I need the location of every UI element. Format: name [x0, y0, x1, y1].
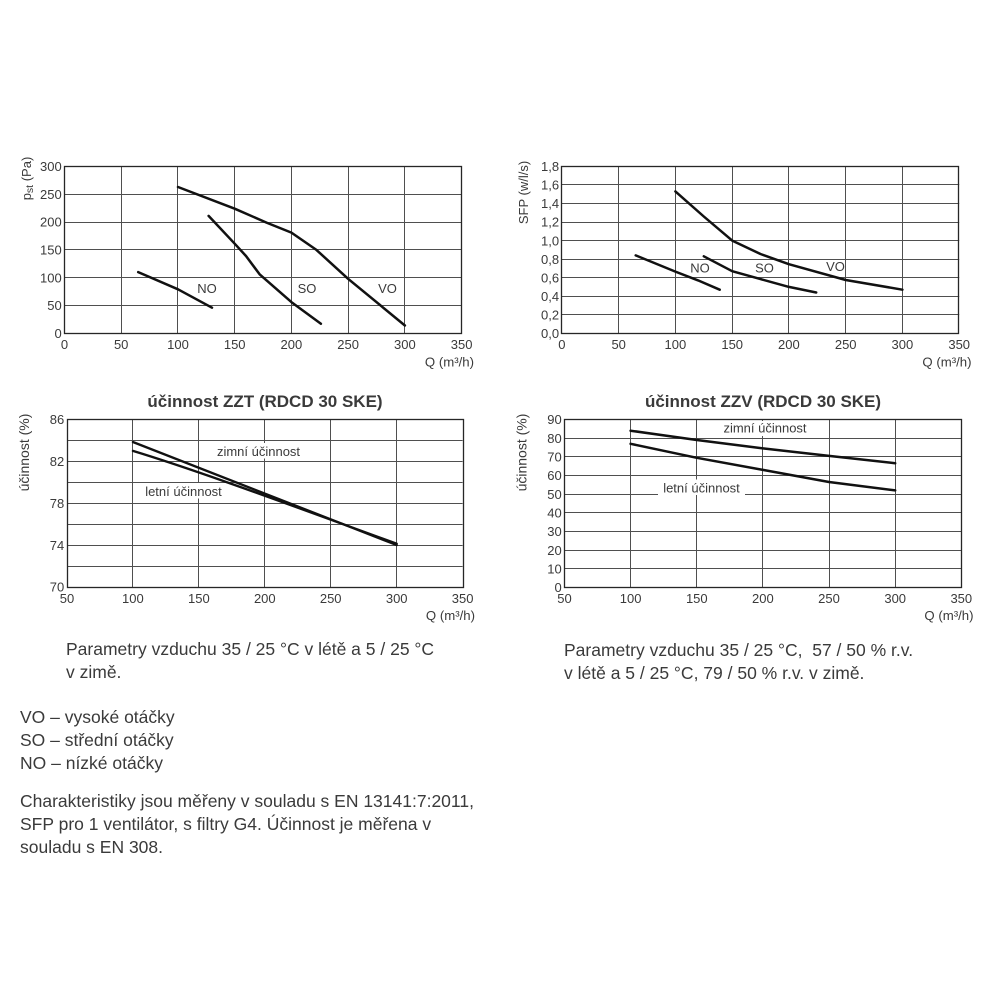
svg-text:1,0: 1,0: [541, 233, 559, 248]
svg-text:50: 50: [114, 337, 128, 352]
svg-text:VO: VO: [378, 281, 397, 296]
svg-text:letní účinnost: letní účinnost: [663, 481, 740, 496]
svg-text:100: 100: [167, 337, 189, 352]
svg-text:150: 150: [686, 591, 708, 606]
svg-text:50: 50: [47, 298, 61, 313]
svg-text:20: 20: [547, 543, 561, 558]
svg-text:Q (m³/h): Q (m³/h): [425, 355, 474, 370]
svg-text:SFP (w/l/s): SFP (w/l/s): [516, 161, 531, 224]
svg-text:86: 86: [50, 412, 64, 427]
svg-text:70: 70: [50, 580, 64, 595]
svg-text:300: 300: [884, 591, 906, 606]
svg-text:1,4: 1,4: [541, 196, 559, 211]
svg-text:30: 30: [547, 524, 561, 539]
svg-text:200: 200: [40, 215, 62, 230]
svg-text:250: 250: [337, 337, 359, 352]
svg-text:VO: VO: [826, 259, 845, 274]
svg-text:350: 350: [950, 591, 972, 606]
svg-text:82: 82: [50, 454, 64, 469]
svg-text:1,8: 1,8: [541, 159, 559, 174]
svg-text:78: 78: [50, 496, 64, 511]
svg-text:0: 0: [54, 326, 61, 341]
svg-text:0,4: 0,4: [541, 289, 559, 304]
svg-text:Q (m³/h): Q (m³/h): [426, 608, 475, 623]
svg-text:100: 100: [122, 591, 144, 606]
svg-text:150: 150: [40, 243, 62, 258]
svg-text:70: 70: [547, 450, 561, 465]
svg-text:0,0: 0,0: [541, 326, 559, 341]
svg-text:40: 40: [547, 506, 561, 521]
svg-text:250: 250: [40, 187, 62, 202]
svg-text:0,6: 0,6: [541, 270, 559, 285]
svg-text:200: 200: [254, 591, 276, 606]
svg-text:200: 200: [752, 591, 774, 606]
svg-text:NO: NO: [197, 281, 217, 296]
svg-text:100: 100: [40, 270, 62, 285]
svg-text:300: 300: [394, 337, 416, 352]
svg-text:80: 80: [547, 431, 561, 446]
svg-text:50: 50: [557, 591, 571, 606]
svg-text:350: 350: [948, 337, 970, 352]
svg-text:250: 250: [835, 337, 857, 352]
svg-text:0: 0: [554, 580, 561, 595]
svg-text:Q (m³/h): Q (m³/h): [922, 355, 971, 370]
svg-text:50: 50: [60, 591, 74, 606]
svg-text:150: 150: [224, 337, 246, 352]
svg-text:zimní účinnost: zimní účinnost: [217, 444, 300, 459]
svg-text:účinnost (%): účinnost (%): [514, 414, 530, 492]
svg-text:SO: SO: [755, 261, 774, 276]
svg-text:200: 200: [281, 337, 303, 352]
svg-text:150: 150: [721, 337, 743, 352]
svg-text:250: 250: [818, 591, 840, 606]
svg-text:zimní účinnost: zimní účinnost: [723, 421, 806, 436]
svg-text:200: 200: [778, 337, 800, 352]
svg-text:350: 350: [451, 337, 473, 352]
svg-text:60: 60: [547, 468, 561, 483]
svg-text:1,6: 1,6: [541, 178, 559, 193]
svg-text:Q (m³/h): Q (m³/h): [924, 608, 973, 623]
svg-text:účinnost ZZV (RDCD 30 SKE): účinnost ZZV (RDCD 30 SKE): [645, 392, 881, 411]
svg-text:150: 150: [188, 591, 210, 606]
svg-text:SO: SO: [298, 281, 317, 296]
svg-text:0,8: 0,8: [541, 252, 559, 267]
svg-text:10: 10: [547, 562, 561, 577]
svg-text:300: 300: [892, 337, 914, 352]
svg-text:50: 50: [611, 337, 625, 352]
svg-text:350: 350: [452, 591, 474, 606]
svg-text:NO: NO: [690, 261, 710, 276]
svg-text:pst (Pa): pst (Pa): [19, 157, 36, 201]
svg-text:0: 0: [61, 337, 68, 352]
svg-text:50: 50: [547, 487, 561, 502]
svg-text:účinnost ZZT (RDCD 30 SKE): účinnost ZZT (RDCD 30 SKE): [147, 392, 382, 411]
svg-text:0,2: 0,2: [541, 308, 559, 323]
svg-text:1,2: 1,2: [541, 215, 559, 230]
svg-text:0: 0: [558, 337, 565, 352]
svg-text:300: 300: [40, 159, 62, 174]
svg-text:74: 74: [50, 538, 64, 553]
svg-text:100: 100: [620, 591, 642, 606]
svg-text:250: 250: [320, 591, 342, 606]
svg-text:90: 90: [547, 412, 561, 427]
svg-text:100: 100: [665, 337, 687, 352]
svg-text:účinnost (%): účinnost (%): [16, 414, 32, 492]
svg-text:letní účinnost: letní účinnost: [145, 484, 222, 499]
svg-text:300: 300: [386, 591, 408, 606]
